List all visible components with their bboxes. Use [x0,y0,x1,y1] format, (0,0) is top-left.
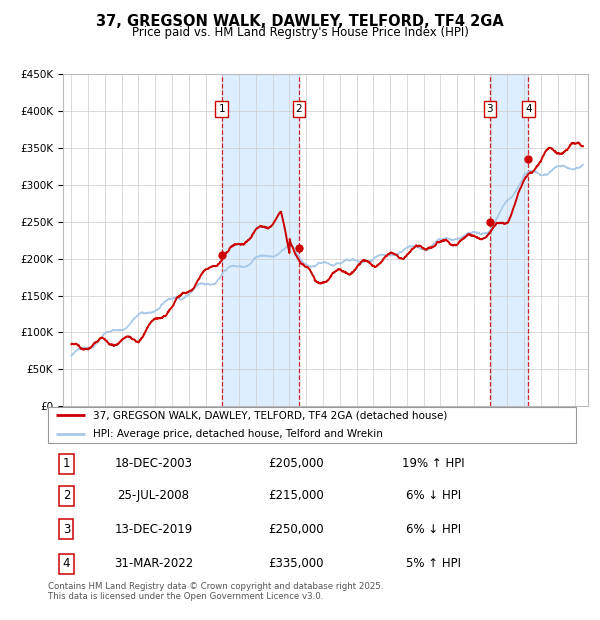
Text: 1: 1 [218,104,225,114]
Text: 18-DEC-2003: 18-DEC-2003 [115,457,193,470]
Text: 3: 3 [487,104,493,114]
Text: 2: 2 [296,104,302,114]
Text: 4: 4 [525,104,532,114]
Text: £250,000: £250,000 [268,523,324,536]
Text: £215,000: £215,000 [268,489,324,502]
Text: 19% ↑ HPI: 19% ↑ HPI [402,457,465,470]
Text: 37, GREGSON WALK, DAWLEY, TELFORD, TF4 2GA (detached house): 37, GREGSON WALK, DAWLEY, TELFORD, TF4 2… [93,410,447,420]
Text: Price paid vs. HM Land Registry's House Price Index (HPI): Price paid vs. HM Land Registry's House … [131,26,469,39]
Text: Contains HM Land Registry data © Crown copyright and database right 2025.
This d: Contains HM Land Registry data © Crown c… [48,582,383,601]
FancyBboxPatch shape [48,407,576,443]
Text: 5% ↑ HPI: 5% ↑ HPI [406,557,461,570]
Text: 2: 2 [63,489,70,502]
Text: 37, GREGSON WALK, DAWLEY, TELFORD, TF4 2GA: 37, GREGSON WALK, DAWLEY, TELFORD, TF4 2… [96,14,504,29]
Text: HPI: Average price, detached house, Telford and Wrekin: HPI: Average price, detached house, Telf… [93,429,383,440]
Text: 4: 4 [63,557,70,570]
Bar [221,74,299,406]
Text: 31-MAR-2022: 31-MAR-2022 [114,557,193,570]
Text: 6% ↓ HPI: 6% ↓ HPI [406,523,461,536]
Text: 13-DEC-2019: 13-DEC-2019 [115,523,193,536]
Bar [490,74,529,406]
Text: 6% ↓ HPI: 6% ↓ HPI [406,489,461,502]
Text: 3: 3 [63,523,70,536]
Text: 1: 1 [63,457,70,470]
Text: £335,000: £335,000 [268,557,324,570]
Text: 25-JUL-2008: 25-JUL-2008 [118,489,190,502]
Text: £205,000: £205,000 [268,457,324,470]
